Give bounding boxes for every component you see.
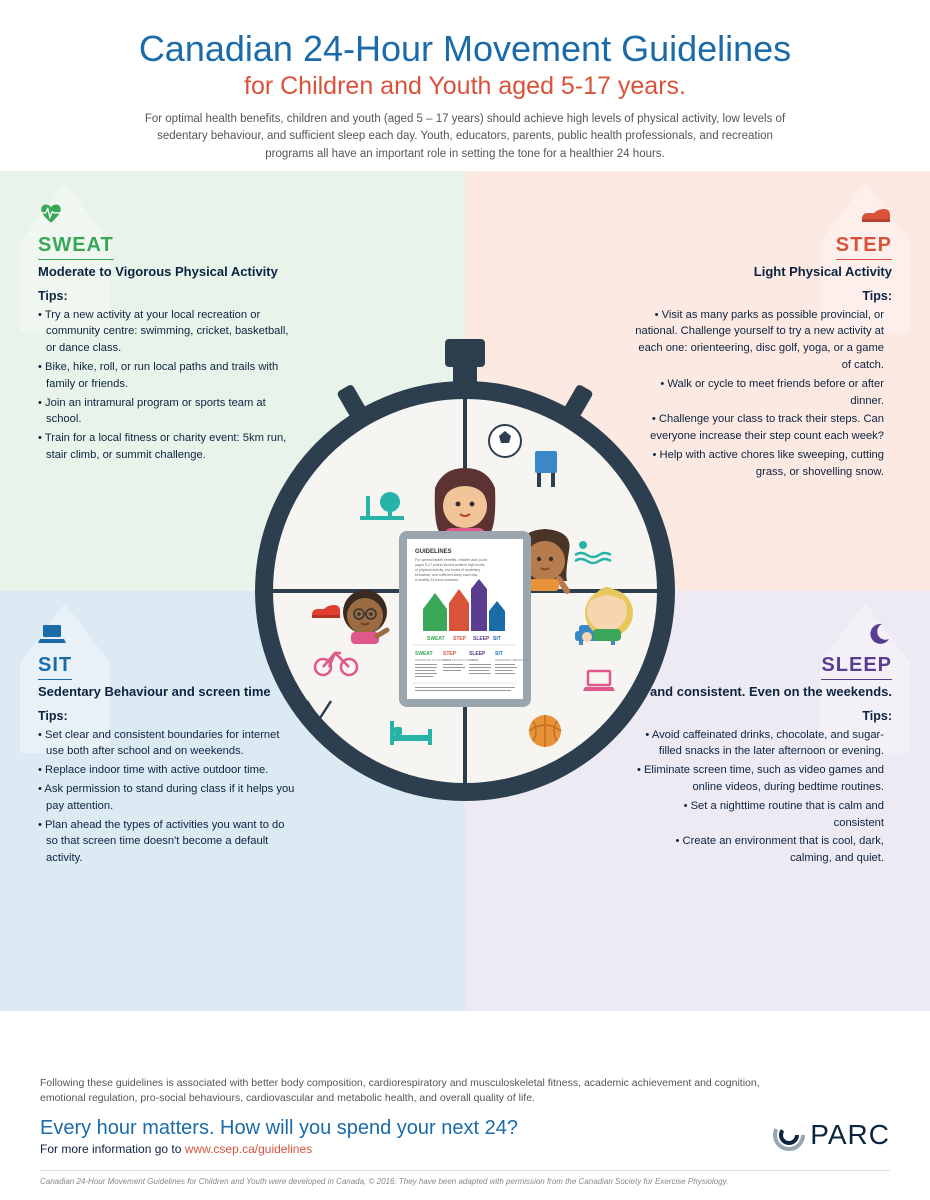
sleep-tip: Create an environment that is cool, dark… (632, 833, 892, 867)
svg-text:SIT: SIT (495, 651, 503, 657)
svg-text:For optimal health benefits, c: For optimal health benefits, children an… (415, 558, 487, 562)
sweat-title: SWEAT (38, 234, 114, 260)
attribution: Canadian 24-Hour Movement Guidelines for… (40, 1170, 890, 1186)
guidelines-mini-label: GUIDELINES (415, 549, 452, 555)
step-title: STEP (836, 234, 892, 260)
svg-text:STEP: STEP (443, 651, 457, 657)
header: Canadian 24-Hour Movement Guidelines for… (0, 0, 930, 171)
sleep-title: SLEEP (821, 654, 892, 680)
page-title: Canadian 24-Hour Movement Guidelines (80, 28, 850, 70)
svg-text:SWEAT: SWEAT (415, 651, 433, 657)
svg-text:SLEEP: SLEEP (469, 658, 478, 662)
sweat-subtitle: Moderate to Vigorous Physical Activity (38, 264, 427, 281)
svg-text:SIT: SIT (493, 636, 501, 642)
step-tips-label: Tips: (503, 289, 892, 303)
page-subtitle: for Children and Youth aged 5-17 years. (80, 72, 850, 101)
heart-icon (38, 201, 427, 232)
svg-text:of physical activity, low leve: of physical activity, low levels of sede… (415, 568, 481, 572)
sit-title: SIT (38, 654, 72, 680)
stopwatch-graphic: GUIDELINES For optimal health benefits, … (235, 331, 695, 831)
svg-text:behaviour, and sufficient slee: behaviour, and sufficient sleep each day… (415, 573, 478, 577)
footer-link: For more information go to www.csep.ca/g… (40, 1142, 890, 1156)
svg-text:SWEAT: SWEAT (427, 636, 445, 642)
svg-text:SLEEP: SLEEP (473, 636, 490, 642)
shoe-icon (503, 201, 892, 232)
footer: Following these guidelines is associated… (0, 1054, 930, 1200)
svg-text:SEDENTARY BEHAVIOUR: SEDENTARY BEHAVIOUR (495, 658, 529, 662)
svg-text:SLEEP: SLEEP (469, 651, 486, 657)
footer-body: Following these guidelines is associated… (40, 1076, 780, 1108)
step-subtitle: Light Physical Activity (503, 264, 892, 281)
svg-text:A healthy 24 hours includes:: A healthy 24 hours includes: (415, 578, 459, 582)
svg-text:STEP: STEP (453, 636, 467, 642)
parc-logo: PARC (772, 1118, 890, 1152)
quadrant-grid: SWEAT Moderate to Vigorous Physical Acti… (0, 171, 930, 1011)
sweat-tips-label: Tips: (38, 289, 427, 303)
footer-tagline: Every hour matters. How will you spend y… (40, 1117, 890, 1140)
logo-swirl-icon (772, 1118, 806, 1152)
guidelines-link[interactable]: www.csep.ca/guidelines (185, 1142, 312, 1156)
intro-text: For optimal health benefits, children an… (140, 111, 790, 163)
svg-text:(aged 5-17 years) should achie: (aged 5-17 years) should achieve high le… (415, 563, 485, 567)
